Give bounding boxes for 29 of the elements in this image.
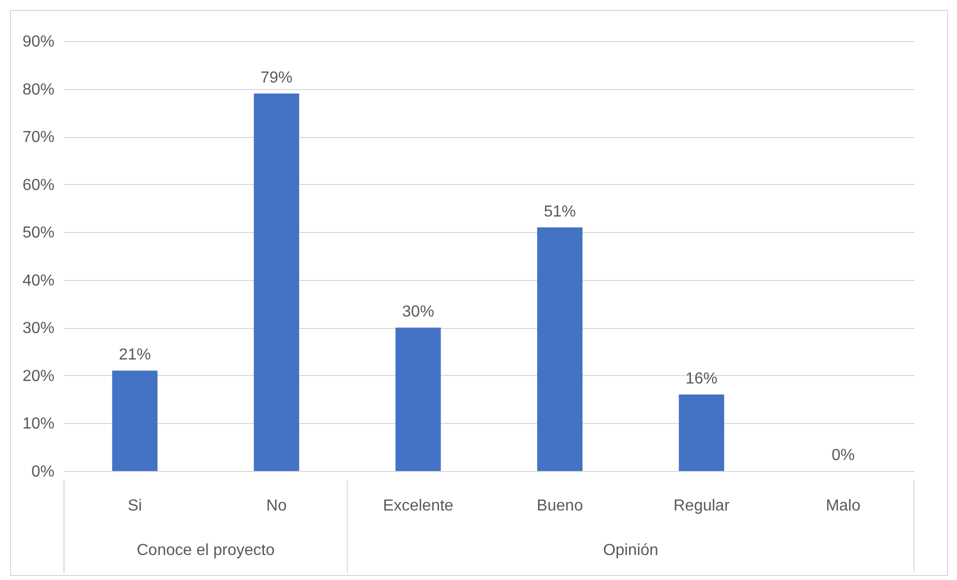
y-tick-label: 20% [22, 368, 54, 385]
x-tick-label: Regular [673, 498, 730, 515]
y-tick-label: 40% [22, 272, 54, 290]
data-label: 79% [260, 70, 293, 87]
x-tick-label: Bueno [536, 498, 584, 515]
y-tick-label: 0% [31, 464, 54, 480]
text: Conoce el proyecto [136, 542, 275, 559]
y-tick-label: 60% [22, 176, 54, 194]
bar [537, 227, 582, 471]
y-tick-label: 50% [22, 224, 54, 242]
bar [112, 370, 158, 471]
y-tick-label: 30% [22, 320, 54, 338]
y-tick-label: 70% [22, 129, 54, 146]
data-label: 16% [685, 370, 718, 388]
data-label: 51% [544, 203, 576, 220]
x-tick-label: Si [128, 498, 142, 515]
data-label: 0% [832, 447, 855, 464]
text: Opinión [603, 542, 658, 559]
y-tick-label: 10% [22, 416, 54, 433]
x-tick-label: Excelente [383, 498, 454, 515]
y-tick-label: 90% [22, 34, 54, 50]
data-label: 21% [118, 346, 151, 364]
bar [396, 328, 441, 471]
bar [254, 94, 300, 471]
y-tick-label: 80% [22, 81, 54, 98]
data-label: 30% [402, 304, 434, 321]
x-tick-label: No [266, 498, 287, 515]
bar [678, 394, 724, 471]
x-tick-label: Malo [826, 498, 861, 515]
